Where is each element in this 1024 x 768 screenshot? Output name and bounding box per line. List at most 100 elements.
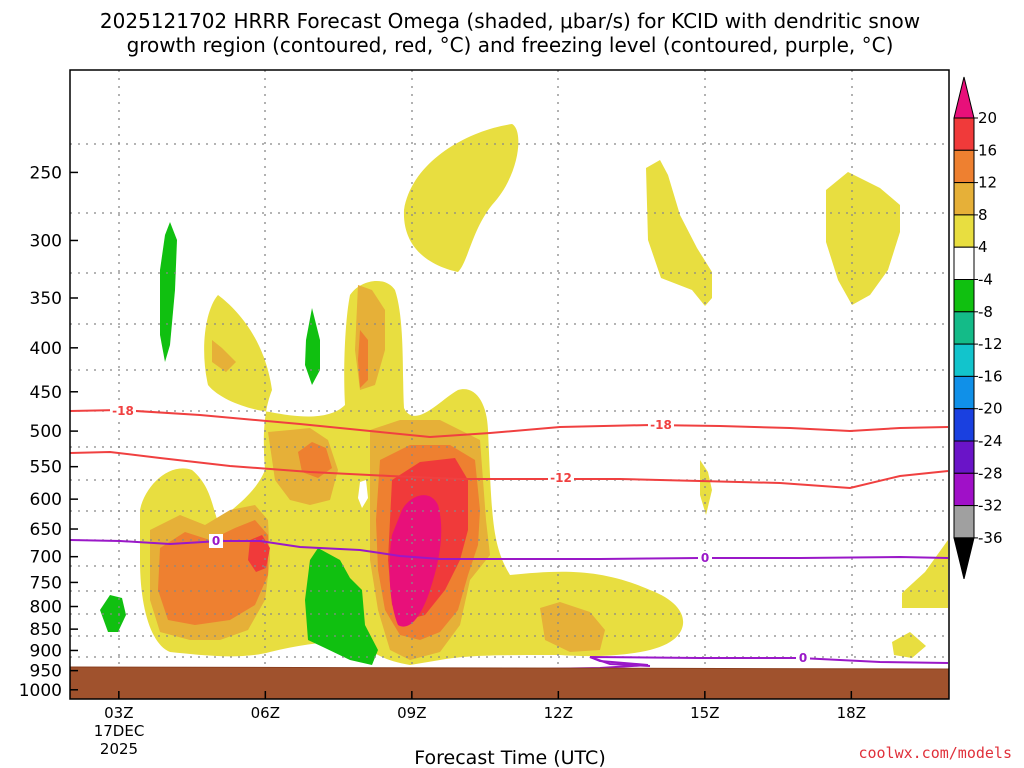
x-tick-label: 15Z (690, 704, 719, 722)
chart-title-line-1: 2025121702 HRRR Forecast Omega (shaded, … (100, 9, 920, 33)
colorbar-label: 16 (978, 141, 997, 159)
y-tick-label: 300 (30, 231, 62, 251)
contour-label-background (110, 404, 136, 418)
credit-text: coolwx.com/models (858, 744, 1012, 762)
omega-region (160, 222, 177, 362)
colorbar-label: -36 (978, 529, 1003, 547)
y-tick-label: 550 (30, 458, 62, 478)
colorbar-segment (953, 537, 975, 580)
colorbar: 20 16 12 8 4 -4 -8 -12 -16 -20 -24 -28 -32 -36 (953, 76, 1003, 580)
omega-region (700, 460, 712, 515)
y-tick-label: 900 (30, 641, 62, 661)
colorbar-label: 8 (978, 206, 988, 224)
isotherm-minus-12-line (70, 450, 949, 490)
plot-frame (69, 69, 950, 700)
y-tick-label: 750 (30, 573, 62, 593)
colorbar-segment (953, 149, 975, 184)
omega-region (158, 520, 268, 625)
y-tick-label: 650 (30, 520, 62, 540)
isotherm-minus-12-label: -12 (550, 471, 572, 485)
chart-title-line-2: growth region (contoured, red, °C) and f… (127, 33, 894, 57)
y-tick-label: 850 (30, 620, 62, 640)
colorbar-segment (953, 472, 975, 507)
colorbar-segment (953, 279, 975, 313)
ground-surface (70, 666, 949, 699)
colorbar-label: 4 (978, 238, 988, 256)
y-tick-label: 800 (30, 598, 62, 618)
colorbar-label: -24 (978, 432, 1003, 450)
omega-region (902, 540, 948, 608)
colorbar-segment (953, 440, 975, 474)
isotherm-minus-18-label: -18 (112, 404, 134, 418)
y-tick-label: 600 (30, 490, 62, 510)
x-axis: 03Z 06Z 09Z 12Z 15Z 18Z (104, 691, 866, 722)
freezing-level-line (70, 539, 949, 560)
freezing-level-lower-line (589, 656, 651, 667)
contour-labels: -18 -18 -12 0 0 0 (110, 404, 810, 665)
freezing-level-label: 0 (212, 534, 220, 548)
y-tick-label: 950 (30, 662, 62, 682)
contour-label-background (548, 471, 574, 485)
colorbar-label: -32 (978, 497, 1003, 515)
colorbar-segment (953, 505, 975, 539)
y-axis: 2503003504004505005506006507007508008509… (19, 163, 78, 701)
omega-shading-gt-20 (389, 495, 442, 627)
colorbar-label: 20 (978, 109, 997, 127)
omega-region (298, 442, 332, 478)
colorbar-label: -28 (978, 464, 1003, 482)
omega-region (646, 160, 712, 306)
colorbar-segment (953, 311, 975, 345)
omega-region (248, 535, 270, 572)
omega-region (389, 495, 442, 627)
freezing-level-label: 0 (701, 551, 709, 565)
x-year-label: 2025 (100, 740, 138, 758)
contour-label-background (209, 534, 223, 548)
colorbar-segment (953, 76, 975, 119)
colorbar-segment (953, 408, 975, 442)
colorbar-label: -12 (978, 335, 1003, 353)
plot-area (70, 70, 949, 699)
omega-region (540, 602, 605, 652)
omega-zero-gap (358, 480, 368, 508)
omega-region (212, 340, 236, 372)
colorbar-label: -16 (978, 367, 1003, 385)
x-tick-label: 12Z (544, 704, 573, 722)
isotherm-minus-18-label: -18 (650, 418, 672, 432)
freezing-level-label: 0 (799, 651, 807, 665)
x-tick-label: 03Z (104, 704, 133, 722)
x-tick-label: 06Z (251, 704, 280, 722)
time-grid (118, 70, 853, 699)
y-tick-label: 400 (30, 339, 62, 359)
colorbar-segment (953, 182, 975, 216)
colorbar-segment (953, 117, 975, 151)
contour-label-background (648, 418, 674, 432)
freezing-level-lower-line (539, 656, 949, 670)
y-tick-label: 250 (30, 163, 62, 183)
colorbar-label: 12 (978, 174, 997, 192)
x-date-label: 17DEC (94, 722, 145, 740)
colorbar-label: -20 (978, 400, 1003, 418)
colorbar-segment (953, 246, 975, 280)
colorbar-segment (953, 375, 975, 410)
colorbar-segment (953, 343, 975, 377)
isotherm-minus-18-line (70, 408, 949, 439)
y-tick-label: 450 (30, 383, 62, 403)
x-axis-label: Forecast Time (UTC) (414, 747, 605, 768)
y-tick-label: 350 (30, 289, 62, 309)
colorbar-label: -4 (978, 271, 993, 289)
y-tick-label: 1000 (19, 681, 62, 701)
colorbar-label: -8 (978, 303, 993, 321)
omega-region (826, 172, 900, 305)
omega-region (403, 124, 519, 272)
y-tick-label: 500 (30, 422, 62, 442)
omega-region (358, 330, 368, 388)
omega-region (892, 632, 926, 658)
contour-label-background (796, 651, 810, 665)
x-tick-label: 09Z (397, 704, 426, 722)
y-tick-label: 700 (30, 548, 62, 568)
omega-region (305, 308, 320, 385)
contour-label-background (698, 551, 712, 565)
x-tick-label: 18Z (837, 704, 866, 722)
colorbar-segment (953, 214, 975, 248)
